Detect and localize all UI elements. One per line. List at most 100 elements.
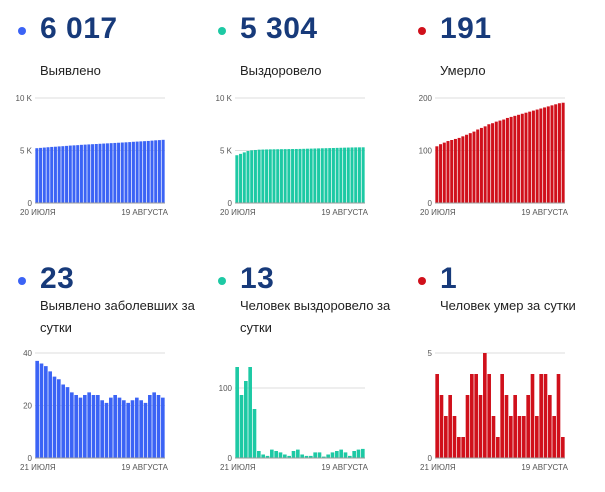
bar bbox=[124, 142, 128, 203]
bar bbox=[139, 400, 143, 458]
bar bbox=[268, 149, 272, 203]
bar bbox=[98, 143, 102, 203]
bar bbox=[278, 452, 283, 458]
panel-deaths: 191 Умерло 0 100 200 20 ИЮЛЯ 19 АВГУСТА bbox=[415, 0, 605, 240]
bar bbox=[250, 150, 254, 203]
bar bbox=[513, 395, 517, 458]
bar bbox=[305, 148, 309, 203]
bar bbox=[357, 147, 361, 203]
bar bbox=[561, 437, 565, 458]
x-end-label: 19 АВГУСТА bbox=[121, 208, 168, 217]
bar bbox=[257, 451, 261, 458]
bar bbox=[83, 395, 87, 458]
bar bbox=[148, 395, 152, 458]
bar bbox=[235, 155, 239, 203]
bar bbox=[126, 402, 130, 459]
bar bbox=[450, 140, 454, 203]
bar bbox=[235, 367, 239, 458]
bar bbox=[161, 139, 165, 203]
bar bbox=[439, 395, 444, 458]
bar bbox=[74, 395, 78, 458]
daily-deaths-label: Человек умер за сутки bbox=[440, 298, 576, 313]
bar bbox=[296, 449, 300, 458]
bar bbox=[457, 137, 461, 203]
bar bbox=[291, 149, 295, 203]
bar bbox=[309, 148, 313, 203]
bar bbox=[72, 145, 76, 203]
bar bbox=[48, 371, 52, 459]
bar bbox=[46, 147, 50, 203]
bar bbox=[102, 143, 106, 203]
bar bbox=[274, 451, 278, 458]
bar bbox=[157, 140, 161, 203]
bar bbox=[520, 113, 524, 203]
bar bbox=[44, 366, 48, 459]
bar bbox=[548, 395, 552, 458]
bar bbox=[535, 416, 539, 458]
daily-recovered-label: Человек выздоровело за сутки bbox=[240, 298, 391, 335]
bar bbox=[361, 147, 365, 203]
y-tick-label: 0 bbox=[428, 199, 433, 208]
y-tick-label: 10 K bbox=[216, 94, 233, 103]
bar bbox=[326, 454, 330, 458]
bar bbox=[130, 400, 135, 458]
recovered-dot bbox=[218, 27, 226, 35]
detected-value: 6 017 bbox=[40, 12, 118, 45]
bar bbox=[546, 106, 550, 203]
bar bbox=[470, 374, 474, 458]
y-tick-label: 100 bbox=[219, 384, 233, 393]
bar bbox=[304, 455, 309, 458]
bar bbox=[472, 131, 476, 203]
x-end-label: 19 АВГУСТА bbox=[321, 208, 368, 217]
bar bbox=[154, 140, 158, 203]
bar bbox=[113, 395, 117, 458]
daily-detected-label: Выявлено заболевших за сутки bbox=[40, 298, 195, 335]
bar bbox=[346, 147, 350, 203]
bar bbox=[491, 416, 496, 458]
daily-deaths-dot bbox=[418, 277, 426, 285]
daily-recovered-value: 13 bbox=[240, 262, 275, 295]
detected-label: Выявлено bbox=[40, 63, 101, 78]
y-tick-label: 100 bbox=[419, 147, 433, 156]
bar bbox=[448, 395, 452, 458]
bar bbox=[483, 126, 487, 203]
bar bbox=[435, 146, 439, 203]
bar bbox=[248, 367, 252, 458]
bar bbox=[135, 141, 139, 203]
bar bbox=[517, 416, 522, 458]
bar bbox=[331, 147, 335, 203]
bar bbox=[79, 144, 83, 203]
bar bbox=[317, 452, 322, 458]
bar bbox=[50, 146, 54, 203]
y-tick-label: 5 K bbox=[220, 147, 233, 156]
bar bbox=[120, 142, 124, 203]
bar bbox=[287, 455, 291, 458]
panel-recovered: 5 304 Выздоровело 0 5 K 10 K 20 ИЮЛЯ 19 АВГУ… bbox=[215, 0, 405, 240]
y-tick-label: 10 K bbox=[16, 94, 33, 103]
bar bbox=[122, 400, 126, 458]
bar bbox=[494, 121, 498, 204]
bar bbox=[317, 148, 321, 203]
bar bbox=[356, 449, 361, 458]
bar bbox=[435, 374, 439, 458]
bar bbox=[57, 146, 61, 203]
deaths-chart: 0 100 200 20 ИЮЛЯ 19 АВГУСТА bbox=[419, 94, 569, 217]
y-tick-label: 0 bbox=[428, 454, 433, 463]
panel-daily-detected: 23 Выявлено заболевших за сутки 0 20 40 21 … bbox=[15, 250, 205, 490]
bar bbox=[117, 142, 121, 203]
bar bbox=[139, 141, 143, 203]
bar bbox=[105, 143, 109, 203]
bar bbox=[474, 374, 478, 458]
bar bbox=[476, 129, 480, 203]
deaths-value: 191 bbox=[440, 12, 492, 45]
bar bbox=[517, 114, 521, 203]
bar bbox=[83, 144, 87, 203]
bar bbox=[309, 455, 313, 458]
bar bbox=[500, 374, 504, 458]
bar bbox=[94, 143, 98, 203]
bar bbox=[161, 397, 165, 458]
bar bbox=[261, 149, 265, 203]
bar bbox=[113, 142, 117, 203]
deaths-dot bbox=[418, 27, 426, 35]
bar bbox=[439, 144, 443, 203]
